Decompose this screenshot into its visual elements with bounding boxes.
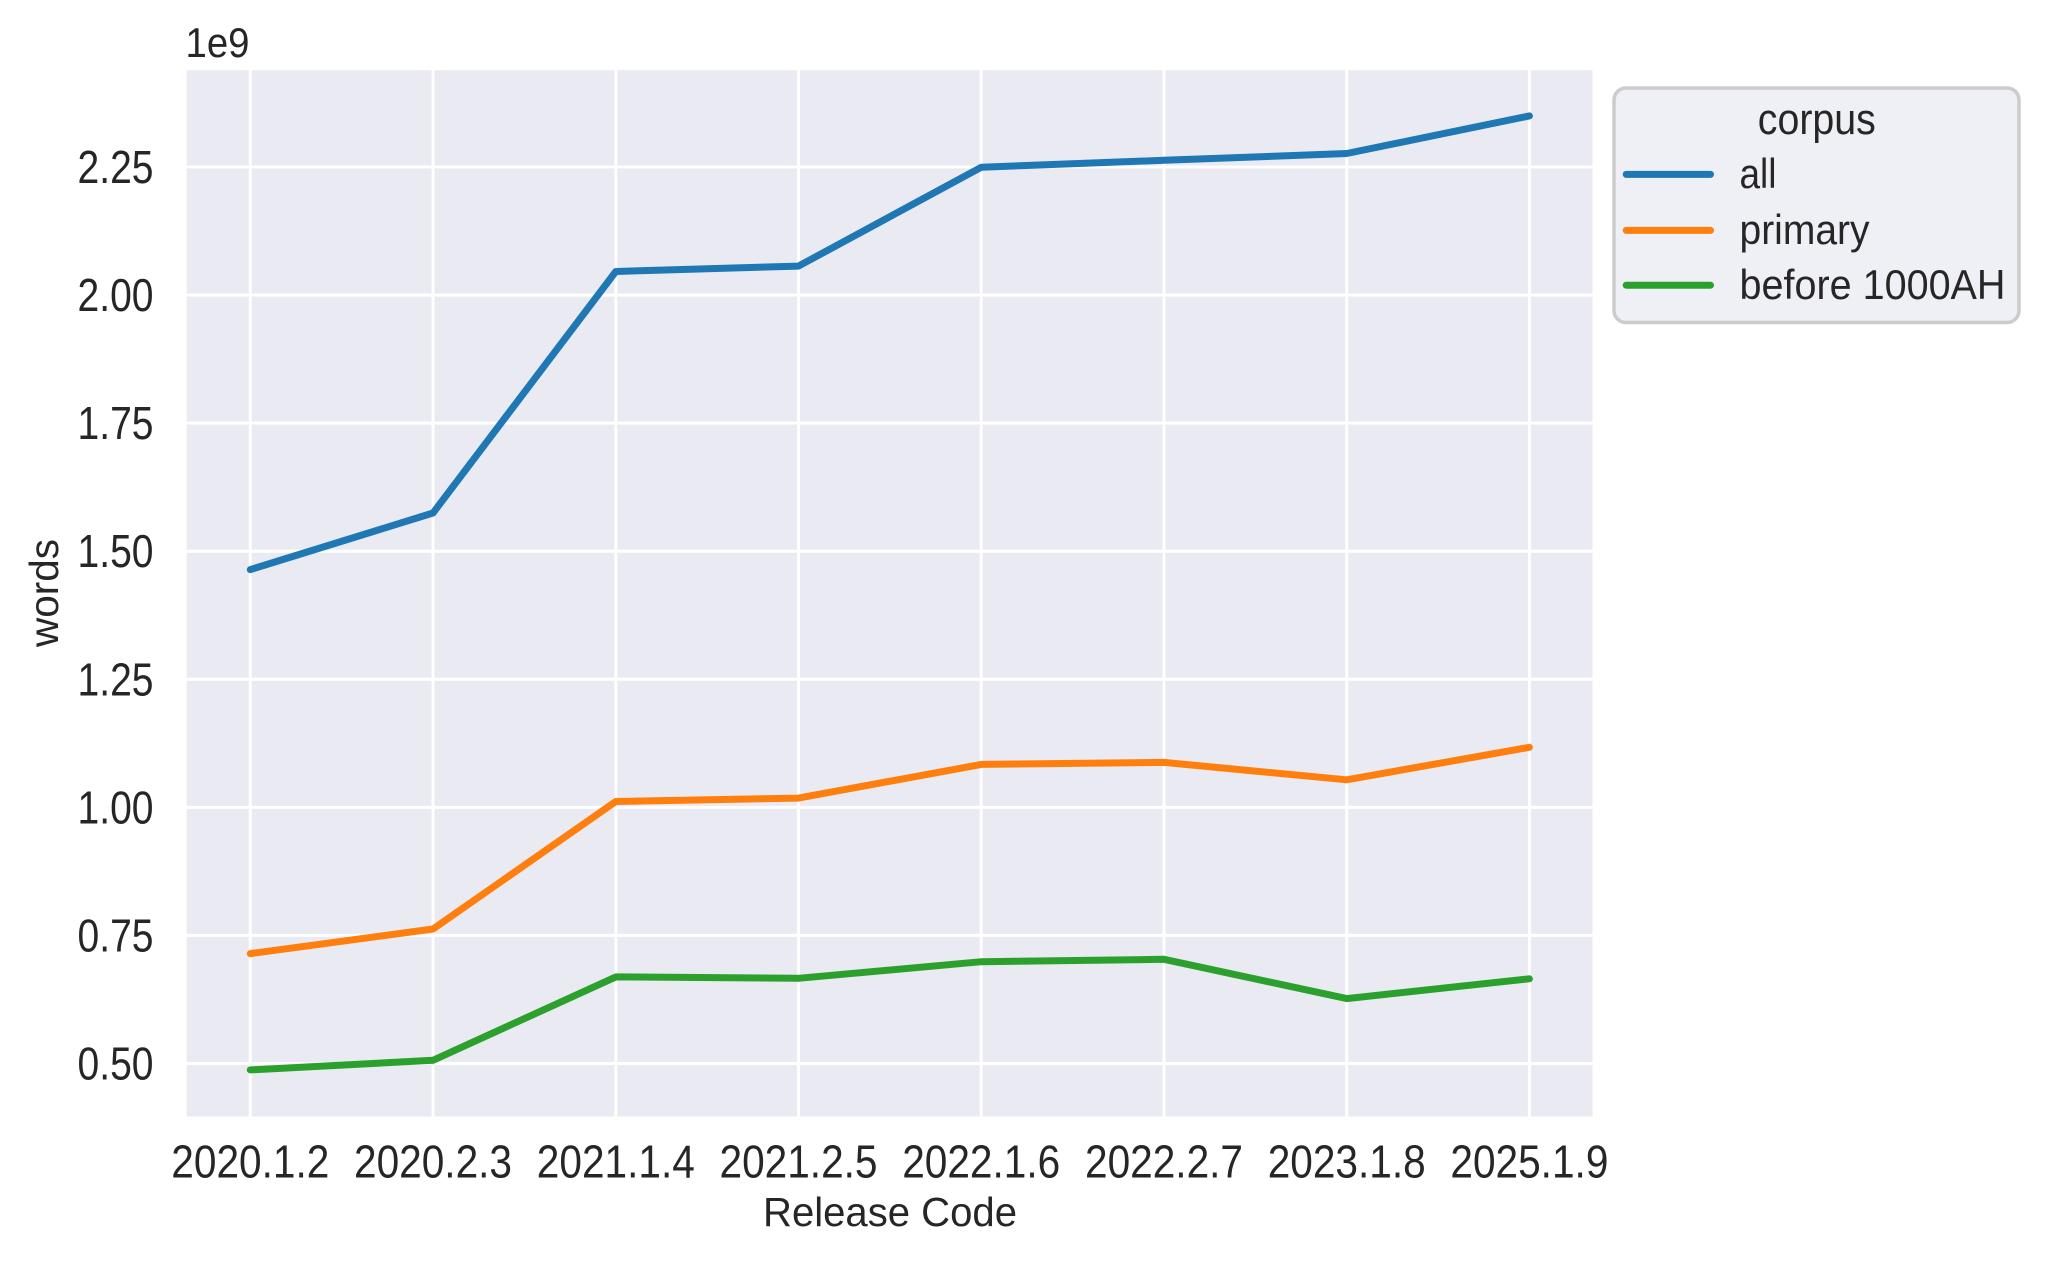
svg-text:all: all	[1740, 150, 1777, 197]
svg-text:2.00: 2.00	[78, 269, 154, 321]
svg-text:2020.1.2: 2020.1.2	[171, 1136, 329, 1188]
svg-text:2023.1.8: 2023.1.8	[1268, 1136, 1426, 1188]
svg-text:2025.1.9: 2025.1.9	[1450, 1136, 1608, 1188]
svg-text:2022.2.7: 2022.2.7	[1085, 1136, 1243, 1188]
svg-text:1.75: 1.75	[78, 397, 154, 449]
svg-text:2022.1.6: 2022.1.6	[902, 1136, 1060, 1188]
svg-text:0.50: 0.50	[78, 1038, 154, 1090]
svg-text:before 1000AH: before 1000AH	[1740, 261, 2006, 308]
svg-text:1.00: 1.00	[78, 781, 154, 833]
svg-text:1.25: 1.25	[78, 653, 154, 705]
svg-text:primary: primary	[1740, 206, 1870, 253]
svg-text:words: words	[21, 539, 67, 648]
svg-text:2021.2.5: 2021.2.5	[720, 1136, 878, 1188]
svg-text:2020.2.3: 2020.2.3	[354, 1136, 512, 1188]
svg-text:1.50: 1.50	[78, 525, 154, 577]
svg-text:0.75: 0.75	[78, 909, 154, 961]
svg-text:2021.1.4: 2021.1.4	[537, 1136, 695, 1188]
svg-text:1e9: 1e9	[186, 19, 250, 66]
svg-text:Release Code: Release Code	[763, 1189, 1017, 1235]
svg-text:corpus: corpus	[1758, 95, 1876, 144]
svg-text:2.25: 2.25	[78, 141, 154, 193]
